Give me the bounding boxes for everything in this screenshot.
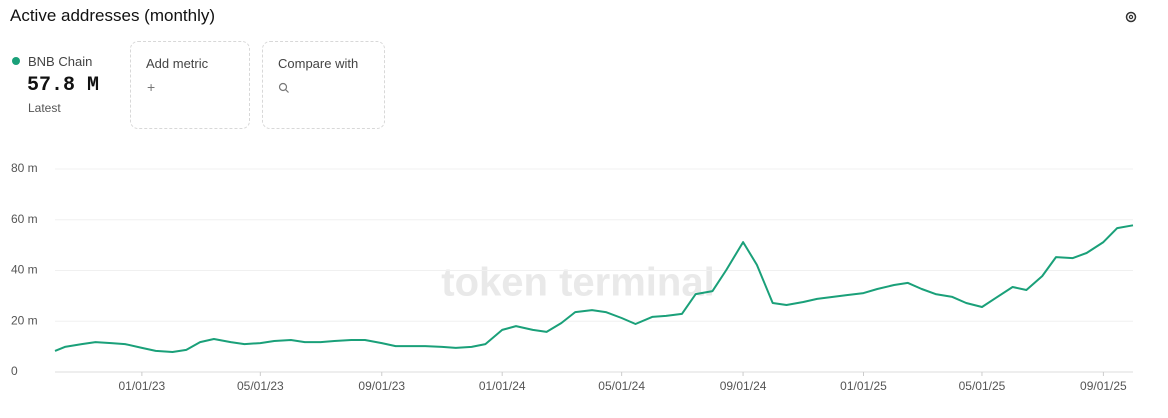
y-tick-label: 0 (11, 364, 18, 378)
x-tick-label: 05/01/25 (959, 379, 1006, 393)
settings-icon[interactable] (1124, 10, 1138, 24)
legend-dot (12, 57, 20, 65)
search-icon (278, 82, 289, 93)
add-icon: + (147, 79, 156, 95)
y-tick-label: 40 m (11, 263, 38, 277)
watermark: token terminal (441, 261, 714, 305)
y-tick-label: 20 m (11, 313, 38, 327)
compare-label: Compare with (278, 56, 359, 71)
x-tick-label: 09/01/25 (1080, 379, 1127, 393)
x-tick-label: 01/01/24 (479, 379, 526, 393)
compare-box[interactable]: Compare with (262, 41, 385, 129)
legend-label: BNB Chain (28, 54, 93, 69)
latest-label: Latest (28, 101, 61, 115)
x-tick-label: 01/01/23 (119, 379, 166, 393)
add-metric-box[interactable]: Add metric + (130, 41, 250, 129)
x-tick-label: 01/01/25 (840, 379, 887, 393)
y-tick-label: 60 m (11, 212, 38, 226)
x-tick-label: 05/01/23 (237, 379, 284, 393)
title: Active addresses (monthly) (10, 6, 216, 25)
data-line (54, 224, 1134, 353)
x-tick-label: 05/01/24 (598, 379, 645, 393)
x-tick-label: 09/01/24 (720, 379, 767, 393)
add-metric-label: Add metric (146, 56, 209, 71)
x-tick-label: 09/01/23 (358, 379, 405, 393)
latest-value: 57.8 M (27, 74, 100, 97)
y-tick-label: 80 m (11, 161, 38, 175)
